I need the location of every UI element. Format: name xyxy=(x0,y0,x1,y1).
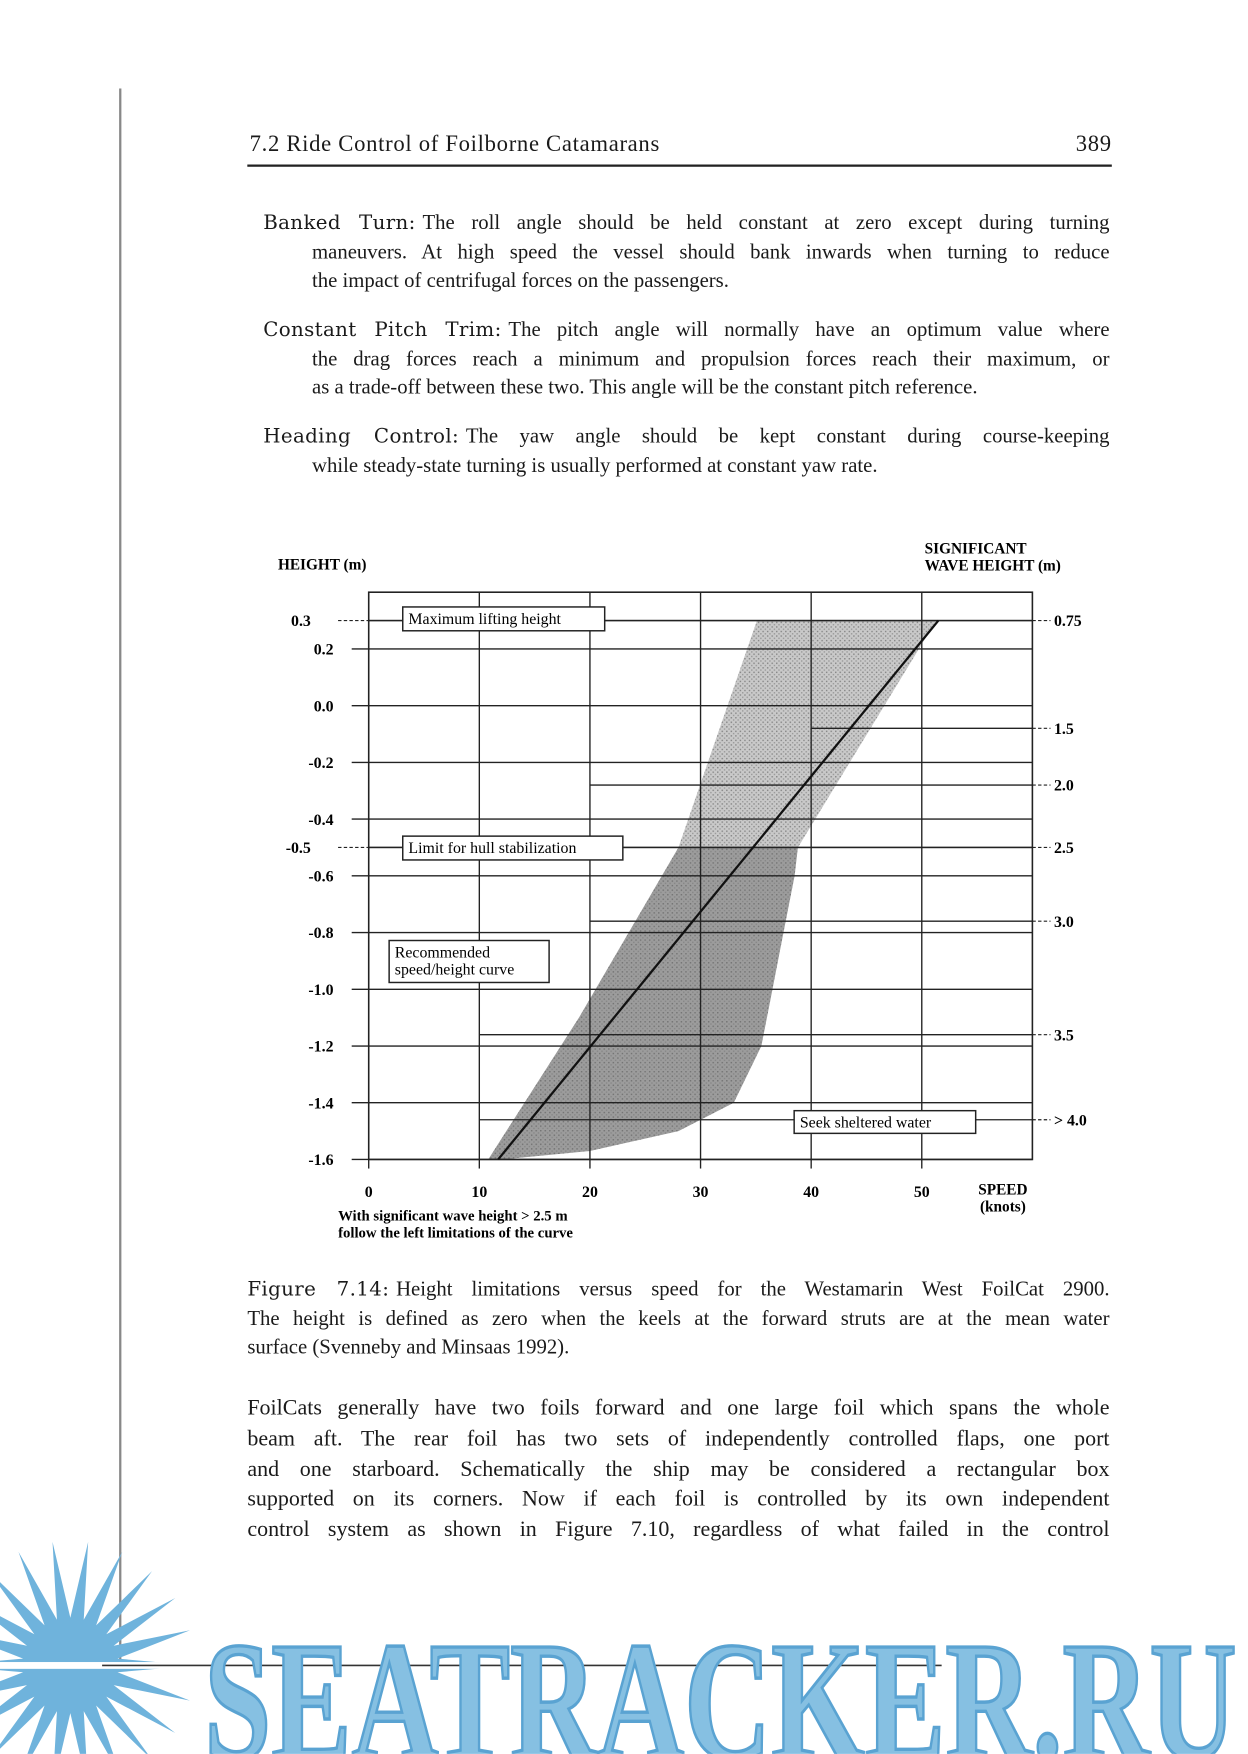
definition-line: as a trade-off between these two. This a… xyxy=(311,375,978,399)
y-tick-label: -0.2 xyxy=(308,755,333,772)
caption-text: Height limitations versus speed for the … xyxy=(396,1277,1110,1301)
definition-term: Banked Turn: xyxy=(263,212,416,235)
definition: Banked Turn: The roll angle should be hel… xyxy=(263,209,1109,295)
definition-text: The yaw angle should be kept constant du… xyxy=(465,424,1110,447)
body-text: FoilCats generally have two foils forwar… xyxy=(247,1394,1109,1546)
body-line: control system as shown in Figure 7.10, … xyxy=(247,1518,1110,1542)
annotation-box xyxy=(402,835,624,861)
y2-axis-title: WAVE HEIGHT (m) xyxy=(925,558,1061,575)
y-tick-label: -0.4 xyxy=(308,812,333,829)
y-tick-label: 0.2 xyxy=(314,642,334,659)
region-texture xyxy=(678,620,937,848)
caption-line: surface (Svenneby and Minsaas 1992). xyxy=(247,1335,570,1358)
y-tick-label: -0.5 xyxy=(286,840,311,857)
page-number: 389 xyxy=(1075,131,1112,157)
annotation: Limit for hull stabilization xyxy=(408,840,576,857)
chart-note: follow the left limitations of the curve xyxy=(338,1226,573,1242)
y2-axis-title: SIGNIFICANT xyxy=(925,541,1027,558)
definition-line: Heading Control: The yaw angle should be … xyxy=(263,422,1109,451)
scan-margin-line xyxy=(119,88,121,1660)
annotation-box xyxy=(793,1109,977,1135)
definition-line: Constant Pitch Trim: The pitch angle will… xyxy=(263,315,1109,344)
body-line: and one starboard. Schematically the shi… xyxy=(247,1457,1110,1482)
plot-frame xyxy=(367,591,1034,1161)
body-line: supported on its corners. Now if each fo… xyxy=(247,1487,1110,1512)
x-axis-title: SPEED xyxy=(978,1182,1027,1199)
x-tick-label: 0 xyxy=(365,1184,373,1201)
wave-height-label: 0.75 xyxy=(1054,613,1082,630)
chart-note: With significant wave height > 2.5 m xyxy=(338,1209,568,1225)
body-line: FoilCats generally have two foils forwar… xyxy=(247,1396,1110,1421)
definition: Constant Pitch Trim: The pitch angle will… xyxy=(263,315,1109,401)
x-axis-title: (knots) xyxy=(980,1199,1026,1216)
annotation-box xyxy=(402,606,606,632)
y-tick-label: -0.6 xyxy=(308,869,333,886)
watermark-text: SEATRACKER.RU xyxy=(204,1606,1236,1753)
x-tick-label: 30 xyxy=(693,1184,709,1201)
definition-text: The pitch angle will normally have an op… xyxy=(508,317,1110,341)
header-rule xyxy=(247,164,1112,167)
running-title: 7.2 Ride Control of Foilborne Catamarans xyxy=(249,131,660,157)
caption-line: Figure 7.14: Height limitations versus sp… xyxy=(247,1275,1109,1304)
y-tick-label: 0.0 xyxy=(314,698,334,715)
x-tick-label: 40 xyxy=(803,1184,819,1201)
wave-height-label: 1.5 xyxy=(1054,721,1074,738)
body-line: beam aft. The rear foil has two sets of … xyxy=(247,1426,1110,1451)
definition-line: maneuvers. At high speed the vessel shou… xyxy=(311,240,1110,264)
annotation: Maximum lifting height xyxy=(408,611,561,628)
y-axis-title: HEIGHT (m) xyxy=(278,557,367,574)
watermark: SEATRACKER.RU xyxy=(0,1541,1238,1754)
wave-height-label: 3.0 xyxy=(1054,914,1074,931)
y-tick-label: 0.3 xyxy=(291,613,311,630)
wave-height-label: 2.5 xyxy=(1054,840,1074,857)
y-tick-label: -1.2 xyxy=(308,1039,333,1056)
caption-term: Figure 7.14: xyxy=(247,1278,390,1302)
definition-text: The roll angle should be held constant a… xyxy=(422,211,1110,234)
region-texture xyxy=(488,847,798,1160)
caption-line: The height is defined as zero when the k… xyxy=(247,1306,1110,1330)
y-tick-label: -1.0 xyxy=(308,982,333,999)
definition-term: Constant Pitch Trim: xyxy=(263,318,502,342)
definition-term: Heading Control: xyxy=(263,425,460,449)
definition-line: the impact of centrifugal forces on the … xyxy=(311,268,729,292)
watermark-sun xyxy=(0,1541,196,1754)
x-tick-label: 50 xyxy=(914,1184,930,1201)
annotation: speed/height curve xyxy=(395,962,514,979)
definition-line: while steady-state turning is usually pe… xyxy=(311,453,878,477)
annotation-box xyxy=(388,939,550,984)
definition-line: Banked Turn: The roll angle should be hel… xyxy=(263,209,1109,238)
wave-height-label: 3.5 xyxy=(1054,1027,1074,1044)
figure-caption: Figure 7.14: Height limitations versus sp… xyxy=(247,1275,1109,1361)
annotation: Seek sheltered water xyxy=(800,1115,932,1132)
wave-height-label: > 4.0 xyxy=(1054,1112,1087,1129)
wave-height-label: 2.0 xyxy=(1054,778,1074,795)
recommended-curve xyxy=(497,619,940,1161)
y-tick-label: -1.4 xyxy=(308,1095,333,1112)
annotation: Recommended xyxy=(395,945,490,962)
x-tick-label: 10 xyxy=(471,1184,487,1201)
definition: Heading Control: The yaw angle should be … xyxy=(263,422,1109,480)
definition-line: the drag forces reach a minimum and prop… xyxy=(311,347,1110,370)
x-tick-label: 20 xyxy=(582,1184,598,1201)
y-tick-label: -1.6 xyxy=(308,1152,333,1169)
y-tick-label: -0.8 xyxy=(308,925,333,942)
